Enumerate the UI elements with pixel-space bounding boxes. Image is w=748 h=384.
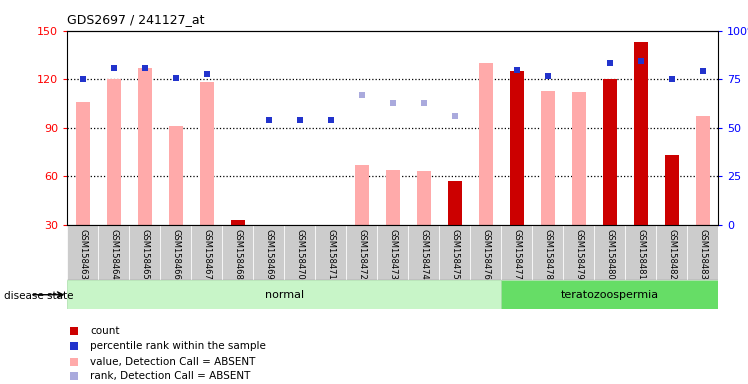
Bar xyxy=(501,225,532,280)
Bar xyxy=(625,225,656,280)
Bar xyxy=(625,31,656,225)
Bar xyxy=(254,225,284,280)
Bar xyxy=(107,79,120,225)
Bar xyxy=(76,102,90,225)
Text: GSM158474: GSM158474 xyxy=(419,229,428,280)
Text: teratozoospermia: teratozoospermia xyxy=(560,290,659,300)
Text: GSM158471: GSM158471 xyxy=(326,229,335,280)
Bar xyxy=(501,280,718,309)
Text: disease state: disease state xyxy=(4,291,73,301)
Bar xyxy=(541,91,554,225)
Text: GSM158465: GSM158465 xyxy=(141,229,150,280)
Bar xyxy=(129,31,160,225)
Bar xyxy=(687,31,718,225)
Text: GSM158468: GSM158468 xyxy=(233,229,242,280)
Bar xyxy=(254,31,284,225)
Bar xyxy=(98,31,129,225)
Bar xyxy=(634,42,648,225)
Bar xyxy=(67,31,98,225)
Bar xyxy=(67,225,98,280)
Bar xyxy=(603,79,616,225)
Text: GSM158463: GSM158463 xyxy=(79,229,88,280)
Bar xyxy=(67,280,501,309)
Bar xyxy=(284,225,315,280)
Bar xyxy=(98,225,129,280)
Bar xyxy=(408,31,439,225)
Bar xyxy=(315,225,346,280)
Bar xyxy=(315,31,346,225)
Bar xyxy=(191,31,222,225)
Bar xyxy=(417,171,431,225)
Text: GSM158470: GSM158470 xyxy=(295,229,304,280)
Text: GSM158476: GSM158476 xyxy=(481,229,490,280)
Bar xyxy=(532,225,563,280)
Text: GSM158480: GSM158480 xyxy=(605,229,614,280)
Text: GSM158478: GSM158478 xyxy=(543,229,552,280)
Text: value, Detection Call = ABSENT: value, Detection Call = ABSENT xyxy=(90,357,256,367)
Text: GSM158466: GSM158466 xyxy=(171,229,180,280)
Text: normal: normal xyxy=(265,290,304,300)
Text: GSM158472: GSM158472 xyxy=(358,229,367,280)
Bar xyxy=(408,225,439,280)
Bar xyxy=(696,116,710,225)
Bar xyxy=(563,31,594,225)
Bar xyxy=(470,225,501,280)
Text: GSM158481: GSM158481 xyxy=(636,229,645,280)
Bar xyxy=(129,225,160,280)
Bar xyxy=(571,92,586,225)
Bar xyxy=(355,165,369,225)
Bar xyxy=(284,31,315,225)
Text: rank, Detection Call = ABSENT: rank, Detection Call = ABSENT xyxy=(90,371,251,381)
Bar xyxy=(656,225,687,280)
Bar xyxy=(346,225,377,280)
Text: percentile rank within the sample: percentile rank within the sample xyxy=(90,341,266,351)
Bar xyxy=(346,31,377,225)
Bar xyxy=(665,155,678,225)
Text: GSM158469: GSM158469 xyxy=(264,229,273,280)
Bar xyxy=(377,225,408,280)
Bar xyxy=(386,170,399,225)
Text: GSM158475: GSM158475 xyxy=(450,229,459,280)
Bar xyxy=(439,225,470,280)
Bar xyxy=(509,71,524,225)
Bar xyxy=(191,225,222,280)
Text: count: count xyxy=(90,326,120,336)
Bar xyxy=(222,31,254,225)
Bar xyxy=(687,225,718,280)
Bar xyxy=(501,31,532,225)
Bar xyxy=(448,181,462,225)
Bar xyxy=(231,220,245,225)
Text: GSM158482: GSM158482 xyxy=(667,229,676,280)
Text: GSM158467: GSM158467 xyxy=(202,229,211,280)
Text: GSM158483: GSM158483 xyxy=(698,229,707,280)
Bar xyxy=(138,68,152,225)
Bar xyxy=(532,31,563,225)
Text: GSM158477: GSM158477 xyxy=(512,229,521,280)
Bar xyxy=(169,126,183,225)
Text: GSM158479: GSM158479 xyxy=(574,229,583,280)
Bar xyxy=(656,31,687,225)
Bar xyxy=(160,225,191,280)
Text: GSM158464: GSM158464 xyxy=(109,229,118,280)
Bar xyxy=(594,225,625,280)
Bar xyxy=(160,31,191,225)
Bar xyxy=(594,31,625,225)
Bar xyxy=(479,63,493,225)
Bar xyxy=(439,31,470,225)
Bar xyxy=(222,225,254,280)
Bar xyxy=(563,225,594,280)
Bar xyxy=(377,31,408,225)
Text: GSM158473: GSM158473 xyxy=(388,229,397,280)
Bar xyxy=(200,83,214,225)
Bar xyxy=(470,31,501,225)
Text: GDS2697 / 241127_at: GDS2697 / 241127_at xyxy=(67,13,205,26)
